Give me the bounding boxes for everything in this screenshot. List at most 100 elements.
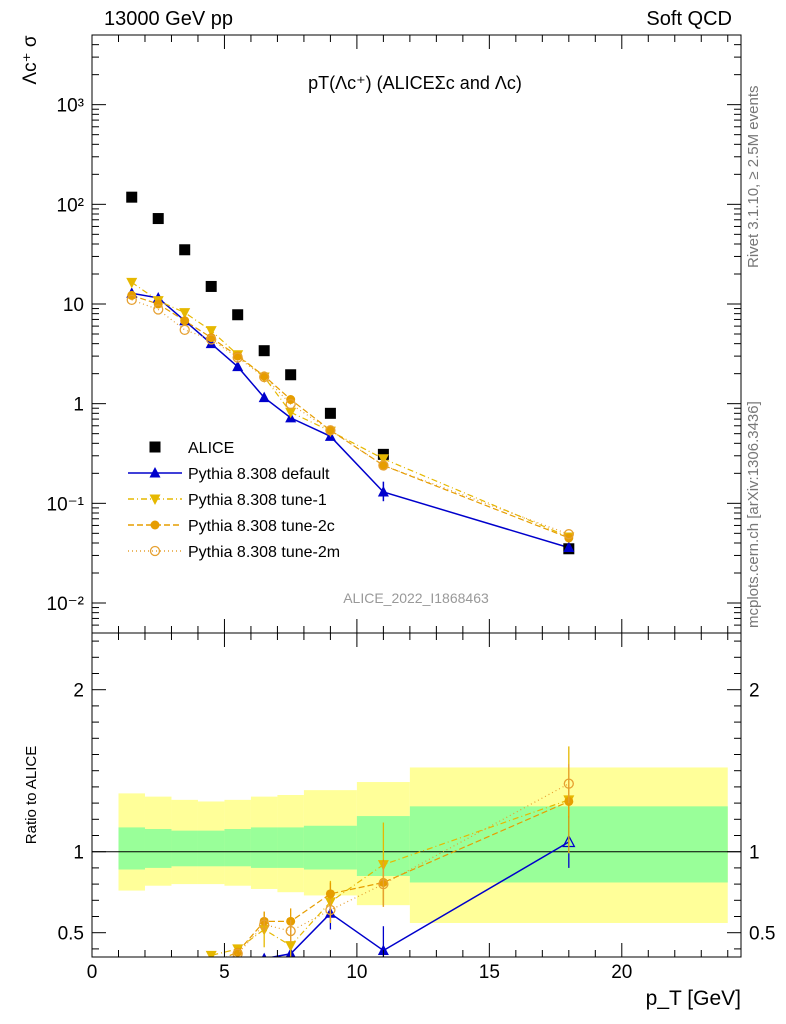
data-point bbox=[126, 277, 138, 289]
uncertainty-band-inner bbox=[144, 829, 172, 868]
uncertainty-band-inner bbox=[303, 825, 357, 870]
y-tick-label: 10⁻¹ bbox=[47, 494, 85, 515]
ratio-point bbox=[127, 993, 136, 1002]
y-axis-label: Λc⁺ σ bbox=[20, 35, 41, 84]
ratio-point bbox=[378, 878, 389, 890]
x-tick-label: 0 bbox=[87, 962, 98, 983]
data-point bbox=[205, 326, 217, 337]
series-line bbox=[131, 292, 570, 549]
legend-label: Pythia 8.308 tune-2m bbox=[188, 544, 340, 561]
legend-label: Pythia 8.308 tune-1 bbox=[188, 492, 327, 509]
data-point bbox=[285, 369, 297, 381]
ratio-point bbox=[325, 889, 335, 899]
x-axis-label: p_T [GeV] bbox=[646, 987, 741, 1010]
uncertainty-band-inner bbox=[250, 827, 278, 868]
data-point bbox=[325, 425, 335, 435]
data-point bbox=[153, 304, 164, 315]
legend-label: Pythia 8.308 default bbox=[188, 466, 330, 483]
legend-marker bbox=[149, 494, 161, 505]
ratio-point bbox=[126, 990, 137, 1001]
data-point bbox=[285, 398, 296, 410]
ratio-y-tick-label-right: 2 bbox=[749, 681, 760, 702]
data-point bbox=[378, 460, 389, 471]
data-point bbox=[324, 407, 336, 419]
ratio-frame bbox=[91, 632, 742, 958]
ratio-point bbox=[179, 972, 190, 983]
x-tick-label: 20 bbox=[611, 962, 632, 983]
data-point bbox=[258, 345, 270, 357]
ratio-point bbox=[325, 904, 336, 916]
data-point bbox=[126, 191, 138, 203]
data-point bbox=[563, 529, 574, 540]
plot-title: pT(Λc⁺) (ALICEΣc and Λc) bbox=[308, 73, 522, 93]
ratio-y-axis-label: Ratio to ALICE bbox=[23, 746, 40, 844]
uncertainty-band-inner bbox=[277, 827, 304, 868]
legend-marker bbox=[149, 441, 161, 453]
ratio-point bbox=[207, 959, 216, 968]
data-point bbox=[378, 460, 388, 470]
data-point bbox=[377, 454, 389, 465]
ratio-series-line bbox=[268, 841, 570, 957]
data-point bbox=[563, 541, 575, 553]
ratio-point bbox=[285, 925, 296, 937]
data-point bbox=[232, 360, 244, 372]
data-point bbox=[126, 294, 137, 306]
analysis-label: ALICE_2022_I1868463 bbox=[343, 590, 489, 606]
y-tick-label: 10³ bbox=[57, 96, 84, 117]
ratio-y-tick-label-right: 1 bbox=[749, 843, 760, 864]
ratio-point bbox=[126, 987, 137, 998]
legend-marker bbox=[149, 467, 161, 478]
header-right: Soft QCD bbox=[646, 8, 732, 30]
main-panel: 10⁻² 10⁻¹ 1 10 10² 10³ Λc⁺ σ ALICE Pythia 8.308 … bbox=[20, 34, 742, 634]
ratio-point bbox=[180, 978, 189, 987]
legend-marker bbox=[149, 545, 161, 557]
ratio-point bbox=[154, 987, 163, 996]
data-point bbox=[564, 533, 574, 543]
ratio-y-tick-label: 1 bbox=[73, 843, 84, 864]
legend-label: ALICE bbox=[188, 440, 234, 457]
x-tick-label: 15 bbox=[479, 962, 500, 983]
ratio-point bbox=[232, 948, 243, 957]
ratio-point bbox=[563, 778, 574, 789]
y-tick-label: 10 bbox=[63, 295, 84, 316]
ratio-point bbox=[205, 950, 217, 957]
ratio-series-line bbox=[224, 800, 570, 957]
data-point bbox=[180, 316, 190, 326]
ratio-point bbox=[207, 962, 216, 971]
data-point bbox=[153, 299, 163, 309]
ratio-y-tick-label: 2 bbox=[73, 681, 84, 702]
series-line bbox=[131, 299, 570, 535]
ratio-point bbox=[179, 977, 190, 988]
data-point bbox=[232, 309, 244, 321]
data-point bbox=[325, 425, 336, 436]
data-point bbox=[258, 391, 270, 403]
uncertainty-band-inner bbox=[197, 830, 225, 867]
data-point bbox=[179, 308, 191, 319]
data-point bbox=[205, 280, 217, 292]
ratio-series-group bbox=[126, 746, 576, 1004]
y-tick-label: 10² bbox=[57, 195, 84, 216]
ratio-y-tick-label: 0.5 bbox=[58, 924, 84, 945]
ratio-point bbox=[154, 990, 163, 999]
y-tick-label: 1 bbox=[73, 395, 84, 416]
x-tick-label: 10 bbox=[346, 962, 367, 983]
ratio-point bbox=[232, 959, 243, 970]
legend-label: Pythia 8.308 tune-2c bbox=[188, 518, 335, 535]
ratio-point bbox=[127, 995, 136, 1004]
ratio-point bbox=[261, 952, 267, 957]
ratio-point bbox=[285, 941, 297, 952]
data-point bbox=[152, 213, 164, 225]
y-tick-label: 10⁻² bbox=[47, 594, 85, 615]
uncertainty-band-inner bbox=[118, 827, 145, 870]
data-point bbox=[259, 371, 270, 383]
ratio-point bbox=[206, 964, 217, 975]
data-point bbox=[232, 352, 243, 363]
data-point bbox=[179, 324, 190, 336]
x-tick-label: 5 bbox=[219, 962, 230, 983]
data-point bbox=[285, 407, 297, 419]
uncertainty-band-inner bbox=[224, 829, 251, 867]
ratio-series-line bbox=[208, 799, 569, 957]
ratio-point bbox=[180, 983, 189, 992]
data-point bbox=[206, 334, 217, 345]
